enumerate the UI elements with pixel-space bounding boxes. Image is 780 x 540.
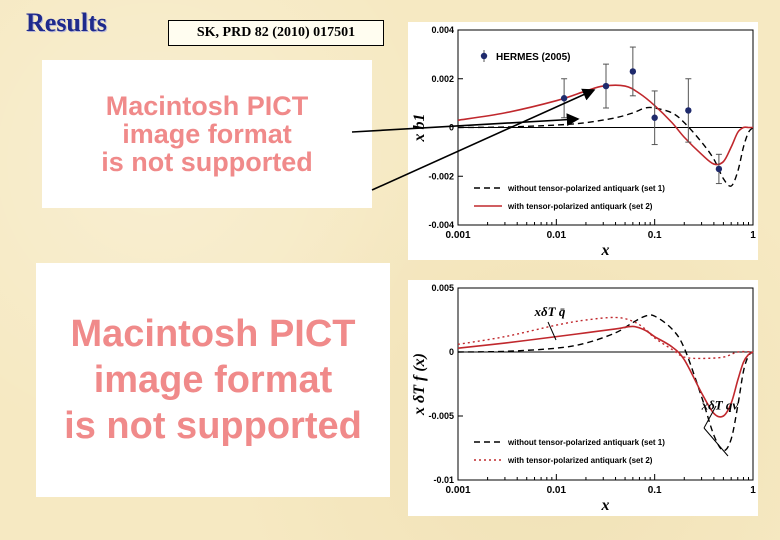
y-tick-label: 0.004 (431, 25, 454, 35)
x-tick-label: 1 (750, 230, 756, 241)
y-tick-label: 0.002 (431, 74, 454, 84)
curve-annotation: xδT q̄ (534, 304, 566, 319)
x-tick-label: 0.001 (445, 230, 470, 241)
legend-label: HERMES (2005) (496, 52, 570, 63)
x-tick-label: 1 (750, 485, 756, 496)
data-point (560, 95, 568, 102)
chart-tensor-pdf-panel: 0.001 0.01 0.1 1 0.005 0 -0.005 -0.01 x x δT f (x… (408, 280, 758, 516)
plot-frame (457, 287, 754, 481)
y-tick-label: -0.002 (428, 171, 454, 181)
y-tick-label: -0.004 (428, 220, 454, 230)
x-axis-label: x (601, 497, 610, 514)
y-tick-label: 0.005 (431, 283, 454, 293)
chart-b1: 0.001 0.01 0.1 1 0.004 0.002 0 -0.002 -0.004 x x b… (411, 25, 756, 259)
y-axis-label: x δT f (x) (411, 353, 428, 416)
data-point (715, 165, 723, 173)
legend-label: without tensor-polarized antiquark (set … (507, 184, 665, 193)
x-tick-label: 0.01 (547, 230, 567, 241)
y-tick-label: -0.005 (428, 411, 454, 421)
series-line-dashed (457, 106, 754, 187)
y-tick-label: -0.01 (433, 475, 454, 485)
legend-label: without tensor-polarized antiquark (set … (507, 438, 665, 447)
data-point (602, 82, 610, 90)
x-tick-label: 0.1 (648, 230, 662, 241)
curve-annotation: xδT qv (701, 398, 739, 413)
chart-tensor-pdf: 0.001 0.01 0.1 1 0.005 0 -0.005 -0.01 x x δT f (x… (411, 283, 756, 514)
series-line-solid (457, 84, 753, 166)
unsupported-image-placeholder: Macintosh PICT image format is not suppo… (36, 263, 390, 497)
y-tick-label: 0 (449, 123, 454, 133)
legend-label: with tensor-polarized antiquark (set 2) (507, 456, 653, 465)
series-line-solid (457, 325, 754, 418)
x-axis-label: x (601, 242, 610, 259)
x-tick-label: 0.001 (445, 485, 470, 496)
series-line-dashed (457, 314, 754, 452)
annotation-pointer (703, 405, 717, 429)
legend-label: with tensor-polarized antiquark (set 2) (507, 202, 653, 211)
x-tick-label: 0.01 (547, 485, 567, 496)
data-point (651, 114, 658, 121)
annotation-pointer (547, 321, 557, 341)
y-tick-label: 0 (449, 347, 454, 357)
annotation-pointer (703, 427, 729, 457)
x-tick-label: 0.1 (648, 485, 662, 496)
data-point (629, 68, 637, 75)
legend-data-point (480, 52, 488, 60)
data-point (685, 107, 692, 114)
chart-b1-panel: 0.001 0.01 0.1 1 0.004 0.002 0 -0.002 -0.004 x x b… (408, 22, 758, 260)
unsupported-image-placeholder: Macintosh PICT image format is not suppo… (42, 60, 372, 208)
y-axis-label: x b1 (411, 114, 428, 143)
slide-title: Results (26, 8, 107, 37)
citation-box: SK, PRD 82 (2010) 017501 (168, 20, 384, 46)
